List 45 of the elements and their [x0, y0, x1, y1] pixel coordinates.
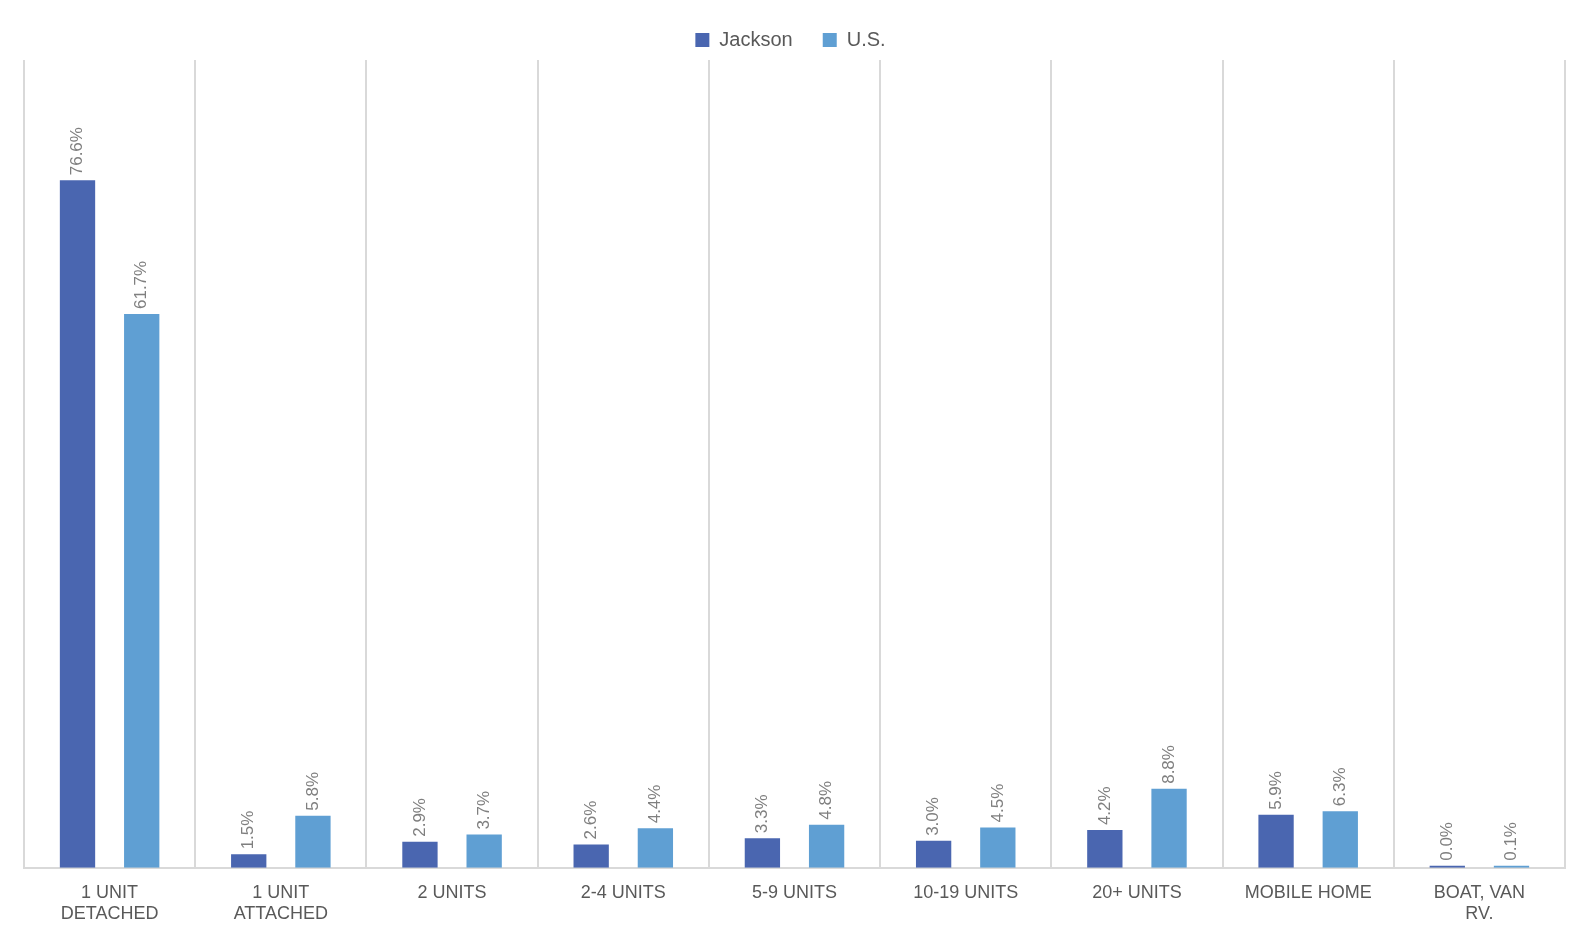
data-label: 3.7%	[473, 790, 493, 830]
data-label: 3.3%	[752, 794, 772, 834]
bar	[59, 180, 96, 868]
data-label: 2.9%	[409, 798, 429, 837]
data-label: 2.6%	[580, 800, 600, 840]
data-label: 4.4%	[645, 784, 665, 824]
bar	[637, 828, 674, 868]
bar	[573, 844, 609, 868]
x-tick-label: 2 UNITS	[417, 881, 487, 902]
data-label: 0.0%	[1436, 822, 1456, 861]
x-tick-label: BOAT, VAN RV.	[1433, 881, 1526, 924]
bar	[466, 834, 502, 868]
data-label: 1.5%	[238, 810, 258, 850]
x-tick-label: 5-9 UNITS	[751, 881, 838, 902]
x-tick-label: 20+ UNITS	[1092, 881, 1182, 902]
data-label: 4.5%	[987, 783, 1007, 823]
x-tick-label: 10-19 UNITS	[913, 881, 1019, 902]
data-label: 0.1%	[1501, 822, 1521, 861]
data-label: 61.7%	[131, 260, 151, 310]
bar	[124, 314, 160, 868]
bar	[1322, 811, 1358, 868]
bar	[402, 841, 438, 868]
legend-label: Jackson	[719, 27, 793, 50]
data-label: 6.3%	[1329, 767, 1349, 807]
bar	[808, 824, 845, 868]
data-label: 4.2%	[1094, 786, 1114, 826]
x-tick-label: MOBILE HOME	[1244, 881, 1372, 902]
bar	[744, 838, 781, 868]
data-label: 5.9%	[1265, 771, 1285, 810]
data-label: 8.8%	[1158, 745, 1178, 784]
bar	[1087, 830, 1123, 868]
bar	[980, 827, 1016, 868]
x-tick-label: 2-4 UNITS	[580, 881, 666, 902]
bar	[1151, 788, 1187, 868]
x-tick-label: 1 UNIT DETACHED	[60, 881, 159, 924]
data-label: 4.8%	[816, 780, 836, 820]
legend-label: U.S.	[846, 27, 886, 50]
data-label: 76.6%	[67, 127, 87, 176]
data-label: 3.0%	[923, 797, 943, 836]
x-tick-label: 1 UNIT ATTACHED	[233, 881, 329, 924]
data-label: 5.8%	[302, 771, 322, 811]
bar	[295, 815, 331, 868]
bar	[915, 840, 952, 868]
bar	[231, 854, 267, 868]
bar	[1258, 814, 1294, 868]
